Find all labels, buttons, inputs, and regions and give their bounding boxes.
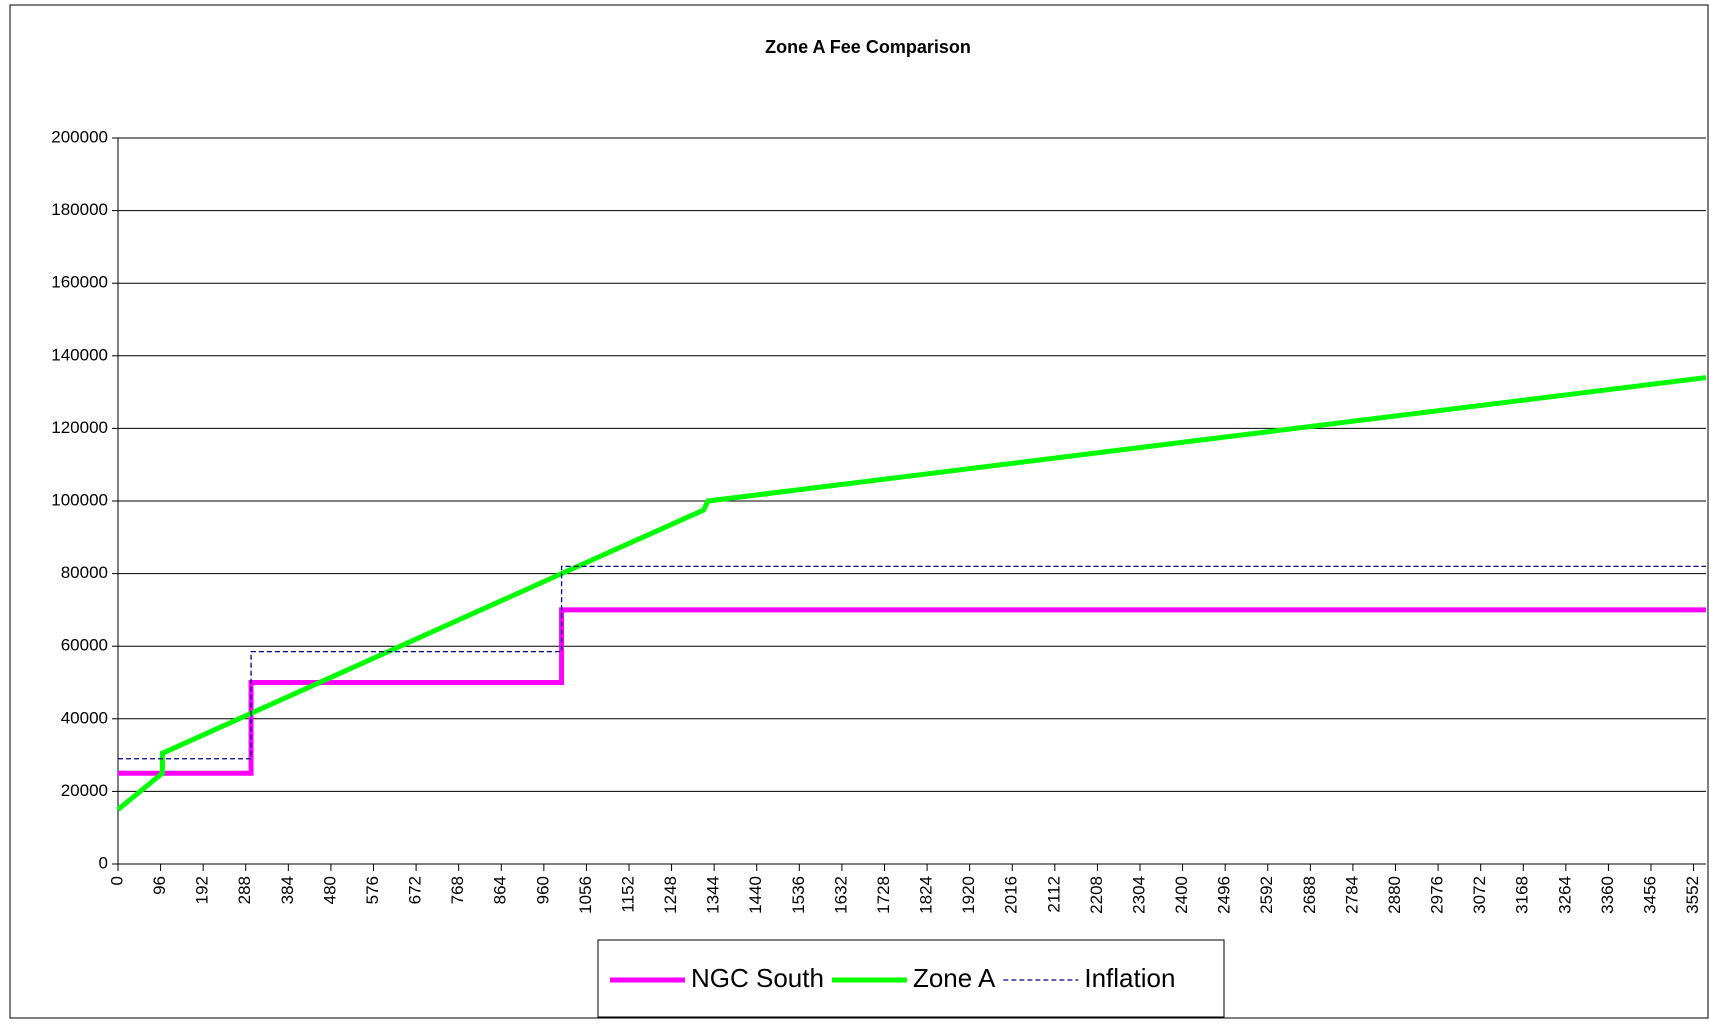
x-tick-label: 1344 (704, 876, 723, 914)
y-tick-label: 120000 (51, 418, 108, 437)
x-tick-label: 384 (278, 876, 297, 904)
x-tick-label: 1152 (618, 876, 637, 913)
legend-label: Inflation (1084, 963, 1175, 993)
x-tick-label: 1632 (831, 876, 850, 914)
x-tick-label: 2496 (1215, 876, 1234, 914)
x-tick-label: 3552 (1683, 876, 1702, 914)
y-tick-label: 100000 (51, 490, 108, 509)
x-tick-label: 768 (448, 876, 467, 904)
x-tick-label: 672 (406, 876, 425, 904)
chart-border (9, 4, 1709, 1019)
legend-label: Zone A (913, 963, 996, 993)
x-tick-label: 96 (150, 876, 169, 895)
y-tick-label: 80000 (61, 563, 108, 582)
y-tick-label: 180000 (51, 200, 108, 219)
x-tick-label: 2304 (1129, 876, 1148, 914)
x-tick-label: 2016 (1002, 876, 1021, 914)
x-tick-label: 960 (533, 876, 552, 904)
y-tick-label: 200000 (51, 127, 108, 146)
legend-box (597, 939, 1225, 1018)
x-tick-label: 1728 (874, 876, 893, 914)
series-line (118, 565, 1706, 760)
x-tick-label: 2784 (1342, 876, 1361, 914)
y-tick-label: 140000 (51, 345, 108, 364)
x-tick-label: 2592 (1257, 876, 1276, 914)
x-tick-label: 1248 (661, 876, 680, 914)
x-tick-label: 1920 (959, 876, 978, 914)
x-tick-label: 3072 (1470, 876, 1489, 914)
x-tick-label: 2400 (1172, 876, 1191, 914)
y-tick-label: 60000 (61, 636, 108, 655)
x-tick-label: 3264 (1555, 876, 1574, 914)
chart-title: Zone A Fee Comparison (765, 37, 971, 57)
x-tick-label: 2112 (1044, 876, 1063, 913)
y-tick-label: 20000 (61, 781, 108, 800)
x-tick-label: 2208 (1087, 876, 1106, 914)
x-tick-label: 1824 (917, 876, 936, 914)
x-tick-label: 0 (107, 876, 126, 885)
x-tick-label: 2880 (1385, 876, 1404, 914)
y-tick-label: 160000 (51, 273, 108, 292)
x-tick-label: 288 (235, 876, 254, 904)
x-tick-label: 192 (193, 876, 212, 904)
x-tick-label: 2688 (1300, 876, 1319, 914)
x-tick-label: 864 (491, 876, 510, 904)
x-tick-label: 3168 (1513, 876, 1532, 914)
x-tick-label: 1440 (746, 876, 765, 914)
x-tick-label: 576 (363, 876, 382, 904)
series-line (118, 607, 1706, 776)
x-tick-label: 3360 (1598, 876, 1617, 914)
legend-label: NGC South (691, 963, 824, 993)
y-tick-label: 0 (99, 853, 108, 872)
x-tick-label: 480 (320, 876, 339, 904)
x-tick-label: 2976 (1428, 876, 1447, 914)
y-tick-label: 40000 (61, 708, 108, 727)
x-tick-label: 1056 (576, 876, 595, 914)
x-tick-label: 3456 (1640, 876, 1659, 914)
x-tick-label: 1536 (789, 876, 808, 914)
